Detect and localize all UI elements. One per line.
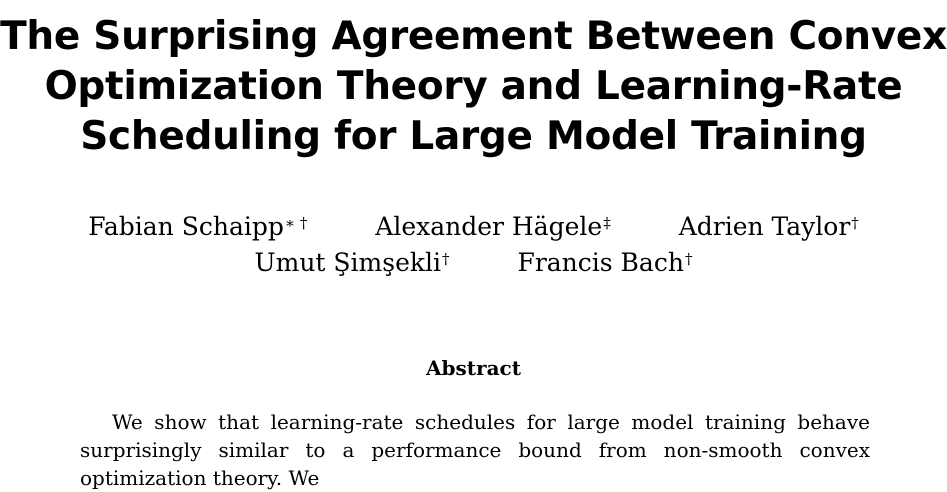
title-line: Scheduling for Large Model Training [80, 114, 867, 159]
title-line: The Surprising Agreement Between Convex [0, 14, 947, 59]
affiliation-mark: ∗ † [284, 214, 308, 232]
affiliation-mark: † [684, 250, 693, 268]
title-line: Optimization Theory and Learning-Rate [44, 64, 903, 109]
author: Fabian Schaipp∗ † [88, 210, 307, 244]
author-list-row-1: Fabian Schaipp∗ † Alexander Hägele‡ Adri… [0, 210, 947, 244]
affiliation-mark: † [851, 214, 859, 232]
author-name: Umut Şimşekli [254, 248, 442, 277]
paper-title: The Surprising Agreement Between Convex … [0, 12, 947, 162]
author: Alexander Hägele‡ [375, 210, 610, 244]
author: Adrien Taylor† [679, 210, 859, 244]
author-name: Adrien Taylor [678, 212, 851, 241]
author-name: Fabian Schaipp [88, 212, 284, 241]
author-name: Alexander Hägele [375, 212, 603, 241]
abstract-heading: Abstract [426, 356, 521, 380]
author-list-row-2: Umut Şimşekli† Francis Bach† [0, 246, 947, 280]
author: Umut Şimşekli† [255, 246, 450, 280]
affiliation-mark: † [442, 250, 450, 268]
author-name: Francis Bach [517, 248, 684, 277]
abstract-text: We show that learning-rate schedules for… [80, 410, 870, 490]
affiliation-mark: ‡ [603, 214, 611, 232]
author: Francis Bach† [517, 246, 692, 280]
